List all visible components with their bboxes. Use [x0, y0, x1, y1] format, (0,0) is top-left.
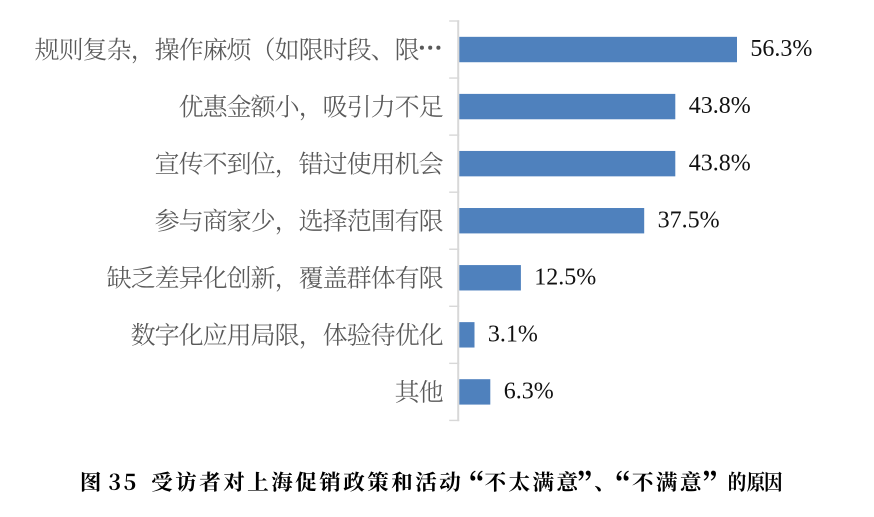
svg-text:43.8%: 43.8%: [689, 93, 751, 119]
svg-text:37.5%: 37.5%: [658, 207, 720, 233]
svg-text:56.3%: 56.3%: [750, 36, 812, 62]
svg-text:3.1%: 3.1%: [488, 321, 538, 347]
svg-text:12.5%: 12.5%: [534, 264, 596, 290]
svg-text:43.8%: 43.8%: [689, 150, 751, 176]
svg-text:6.3%: 6.3%: [504, 378, 554, 404]
